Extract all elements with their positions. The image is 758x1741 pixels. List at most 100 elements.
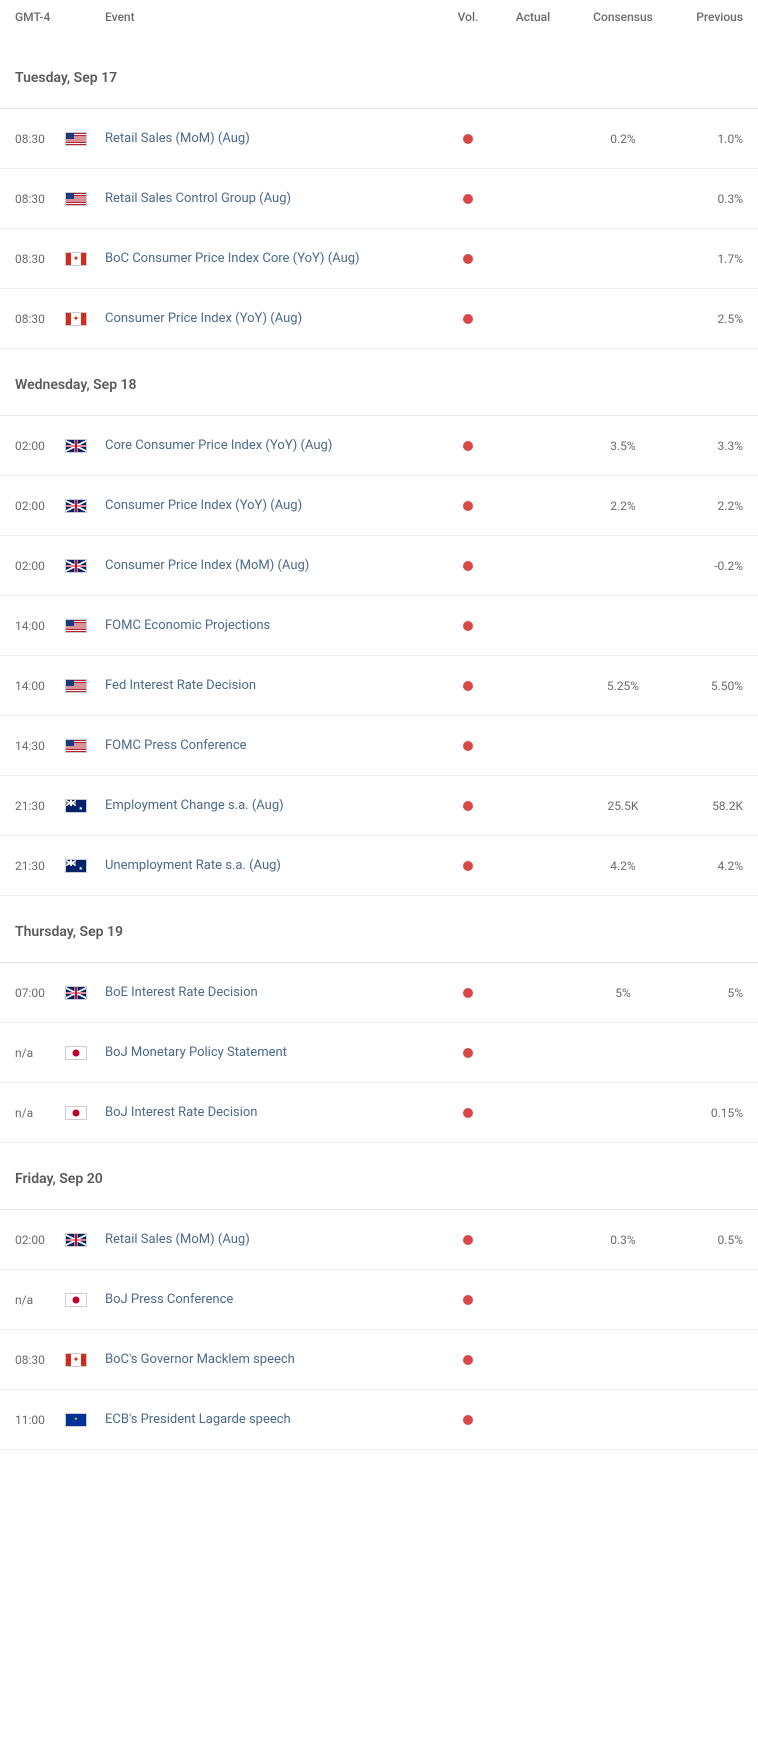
event-consensus: 0.3% bbox=[573, 1233, 673, 1247]
event-time: 21:30 bbox=[15, 799, 65, 813]
vol-dot-icon bbox=[463, 801, 473, 811]
table-header: GMT-4 Event Vol. Actual Consensus Previo… bbox=[0, 0, 758, 42]
flag-icon bbox=[65, 739, 87, 753]
country-flag-us bbox=[65, 192, 105, 206]
event-time: 02:00 bbox=[15, 559, 65, 573]
event-name[interactable]: BoE Interest Rate Decision bbox=[105, 985, 443, 1000]
country-flag-jp bbox=[65, 1293, 105, 1307]
event-row[interactable]: 08:30 BoC's Governor Macklem speech bbox=[0, 1330, 758, 1390]
event-time: 07:00 bbox=[15, 986, 65, 1000]
event-row[interactable]: n/a BoJ Monetary Policy Statement bbox=[0, 1023, 758, 1083]
flag-icon bbox=[65, 986, 87, 1000]
event-time: 08:30 bbox=[15, 312, 65, 326]
event-consensus: 3.5% bbox=[573, 439, 673, 453]
volatility-indicator bbox=[443, 681, 493, 691]
event-row[interactable]: 02:00Retail Sales (MoM) (Aug)0.3%0.5% bbox=[0, 1210, 758, 1270]
event-name[interactable]: BoJ Press Conference bbox=[105, 1292, 443, 1307]
event-row[interactable]: 02:00Consumer Price Index (MoM) (Aug)-0.… bbox=[0, 536, 758, 596]
event-name[interactable]: FOMC Economic Projections bbox=[105, 618, 443, 633]
event-previous: 0.3% bbox=[673, 192, 743, 206]
event-time: n/a bbox=[15, 1046, 65, 1060]
country-flag-au bbox=[65, 799, 105, 813]
event-row[interactable]: 08:30Consumer Price Index (YoY) (Aug)2.5… bbox=[0, 289, 758, 349]
day-header: Tuesday, Sep 17 bbox=[0, 42, 758, 109]
event-row[interactable]: 14:30 FOMC Press Conference bbox=[0, 716, 758, 776]
vol-dot-icon bbox=[463, 194, 473, 204]
event-time: 08:30 bbox=[15, 1353, 65, 1367]
country-flag-ca bbox=[65, 252, 105, 266]
flag-icon bbox=[65, 859, 87, 873]
country-flag-jp bbox=[65, 1046, 105, 1060]
event-name[interactable]: Employment Change s.a. (Aug) bbox=[105, 798, 443, 813]
event-name[interactable]: Consumer Price Index (YoY) (Aug) bbox=[105, 498, 443, 513]
event-row[interactable]: n/aBoJ Interest Rate Decision0.15% bbox=[0, 1083, 758, 1143]
volatility-indicator bbox=[443, 801, 493, 811]
event-row[interactable]: 21:30Unemployment Rate s.a. (Aug)4.2%4.2… bbox=[0, 836, 758, 896]
event-row[interactable]: n/a BoJ Press Conference bbox=[0, 1270, 758, 1330]
event-consensus: 5.25% bbox=[573, 679, 673, 693]
event-name[interactable]: Retail Sales Control Group (Aug) bbox=[105, 191, 443, 206]
event-row[interactable]: 02:00Consumer Price Index (YoY) (Aug)2.2… bbox=[0, 476, 758, 536]
volatility-indicator bbox=[443, 1108, 493, 1118]
event-row[interactable]: 07:00BoE Interest Rate Decision5%5% bbox=[0, 963, 758, 1023]
vol-dot-icon bbox=[463, 314, 473, 324]
country-flag-au bbox=[65, 859, 105, 873]
volatility-indicator bbox=[443, 314, 493, 324]
flag-icon bbox=[65, 192, 87, 206]
event-row[interactable]: 21:30 Employment Change s.a. (Aug) 25.5K58… bbox=[0, 776, 758, 836]
event-consensus: 5% bbox=[573, 986, 673, 1000]
day-header: Thursday, Sep 19 bbox=[0, 896, 758, 963]
event-name[interactable]: BoC's Governor Macklem speech bbox=[105, 1352, 443, 1367]
flag-icon bbox=[65, 1413, 87, 1427]
country-flag-us bbox=[65, 619, 105, 633]
event-row[interactable]: 08:30 Retail Sales (MoM) (Aug) 0.2%1.0% bbox=[0, 109, 758, 169]
event-name[interactable]: Fed Interest Rate Decision bbox=[105, 678, 443, 693]
vol-dot-icon bbox=[463, 1295, 473, 1305]
event-row[interactable]: 08:30BoC Consumer Price Index Core (YoY)… bbox=[0, 229, 758, 289]
country-flag-uk bbox=[65, 1233, 105, 1247]
day-header: Wednesday, Sep 18 bbox=[0, 349, 758, 416]
event-previous: 58.2K bbox=[673, 799, 743, 813]
event-previous: 1.0% bbox=[673, 132, 743, 146]
event-time: 14:00 bbox=[15, 679, 65, 693]
event-name[interactable]: Core Consumer Price Index (YoY) (Aug) bbox=[105, 438, 443, 453]
event-row[interactable]: 14:00FOMC Economic Projections bbox=[0, 596, 758, 656]
event-name[interactable]: BoJ Monetary Policy Statement bbox=[105, 1045, 443, 1060]
event-name[interactable]: Retail Sales (MoM) (Aug) bbox=[105, 1232, 443, 1247]
flag-icon bbox=[65, 132, 87, 146]
header-previous: Previous bbox=[673, 10, 743, 24]
event-time: n/a bbox=[15, 1293, 65, 1307]
flag-icon bbox=[65, 1233, 87, 1247]
event-row[interactable]: 11:00 ECB's President Lagarde speech bbox=[0, 1390, 758, 1450]
flag-icon bbox=[65, 312, 87, 326]
event-consensus: 2.2% bbox=[573, 499, 673, 513]
vol-dot-icon bbox=[463, 1235, 473, 1245]
event-name[interactable]: FOMC Press Conference bbox=[105, 738, 443, 753]
vol-dot-icon bbox=[463, 988, 473, 998]
header-event: Event bbox=[105, 10, 443, 24]
event-time: 11:00 bbox=[15, 1413, 65, 1427]
event-previous: 1.7% bbox=[673, 252, 743, 266]
flag-icon bbox=[65, 799, 87, 813]
event-consensus: 25.5K bbox=[573, 799, 673, 813]
flag-icon bbox=[65, 439, 87, 453]
event-time: 08:30 bbox=[15, 132, 65, 146]
event-name[interactable]: BoC Consumer Price Index Core (YoY) (Aug… bbox=[105, 251, 443, 266]
event-row[interactable]: 14:00Fed Interest Rate Decision5.25%5.50… bbox=[0, 656, 758, 716]
event-name[interactable]: Consumer Price Index (MoM) (Aug) bbox=[105, 558, 443, 573]
event-consensus: 0.2% bbox=[573, 132, 673, 146]
event-name[interactable]: Retail Sales (MoM) (Aug) bbox=[105, 131, 443, 146]
event-name[interactable]: Unemployment Rate s.a. (Aug) bbox=[105, 858, 443, 873]
flag-icon bbox=[65, 559, 87, 573]
event-time: 14:30 bbox=[15, 739, 65, 753]
event-name[interactable]: ECB's President Lagarde speech bbox=[105, 1412, 443, 1427]
event-name[interactable]: Consumer Price Index (YoY) (Aug) bbox=[105, 311, 443, 326]
event-row[interactable]: 08:30Retail Sales Control Group (Aug)0.3… bbox=[0, 169, 758, 229]
event-name[interactable]: BoJ Interest Rate Decision bbox=[105, 1105, 443, 1120]
event-row[interactable]: 02:00Core Consumer Price Index (YoY) (Au… bbox=[0, 416, 758, 476]
volatility-indicator bbox=[443, 1355, 493, 1365]
country-flag-ca bbox=[65, 1353, 105, 1367]
volatility-indicator bbox=[443, 441, 493, 451]
flag-icon bbox=[65, 1106, 87, 1120]
flag-icon bbox=[65, 619, 87, 633]
